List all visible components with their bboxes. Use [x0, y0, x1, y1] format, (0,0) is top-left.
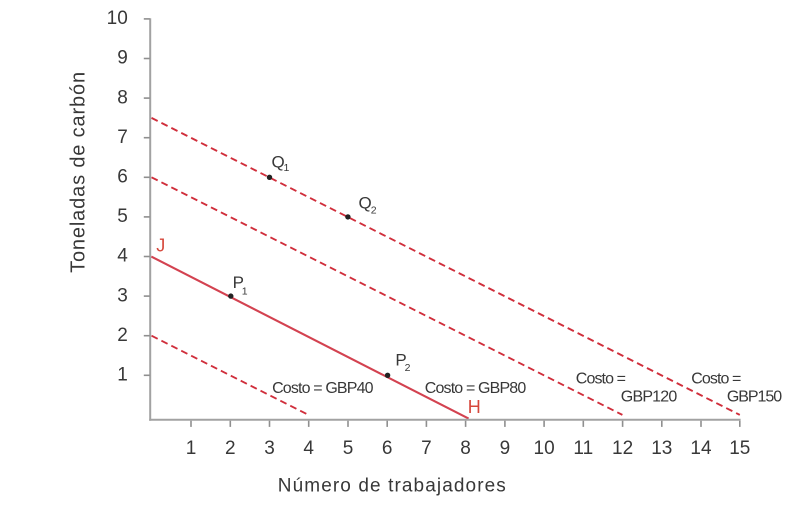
svg-text:Q: Q: [359, 193, 372, 212]
svg-text:P: P: [233, 273, 244, 292]
svg-text:P: P: [395, 351, 406, 370]
svg-text:4: 4: [117, 246, 128, 267]
svg-text:1: 1: [284, 162, 290, 174]
svg-text:2: 2: [371, 205, 377, 217]
svg-text:5: 5: [343, 438, 354, 459]
svg-text:4: 4: [303, 438, 314, 459]
svg-text:7: 7: [117, 127, 128, 148]
svg-text:3: 3: [117, 285, 128, 306]
svg-text:Costo = GBP80: Costo = GBP80: [425, 380, 527, 397]
svg-text:15: 15: [729, 438, 750, 459]
svg-text:9: 9: [500, 438, 511, 459]
svg-text:Toneladas de carbón: Toneladas de carbón: [67, 71, 89, 273]
svg-text:GBP120: GBP120: [621, 389, 678, 406]
svg-text:9: 9: [117, 48, 128, 69]
svg-text:6: 6: [382, 438, 393, 459]
svg-text:8: 8: [460, 438, 471, 459]
svg-text:Número de trabajadores: Número de trabajadores: [278, 476, 507, 497]
svg-text:14: 14: [690, 438, 712, 459]
svg-text:GBP150: GBP150: [727, 389, 782, 406]
svg-text:Costo =: Costo =: [691, 370, 741, 387]
svg-text:5: 5: [117, 206, 128, 227]
svg-text:1: 1: [117, 365, 128, 386]
svg-text:13: 13: [651, 438, 672, 459]
svg-text:1: 1: [242, 286, 248, 298]
svg-text:2: 2: [225, 438, 236, 459]
svg-text:11: 11: [573, 438, 593, 459]
svg-text:8: 8: [117, 87, 128, 108]
svg-text:J: J: [156, 236, 165, 256]
svg-text:7: 7: [421, 438, 432, 459]
svg-text:12: 12: [612, 438, 633, 459]
svg-text:10: 10: [107, 8, 128, 29]
svg-text:Q: Q: [272, 152, 285, 171]
svg-text:6: 6: [117, 167, 128, 188]
svg-text:10: 10: [534, 438, 555, 459]
svg-text:Costo = GBP40: Costo = GBP40: [272, 380, 374, 397]
svg-text:2: 2: [405, 362, 411, 374]
svg-text:2: 2: [117, 325, 128, 346]
svg-text:Costo =: Costo =: [576, 370, 626, 387]
svg-text:1: 1: [186, 438, 197, 459]
svg-text:H: H: [468, 397, 481, 417]
svg-text:3: 3: [264, 438, 275, 459]
